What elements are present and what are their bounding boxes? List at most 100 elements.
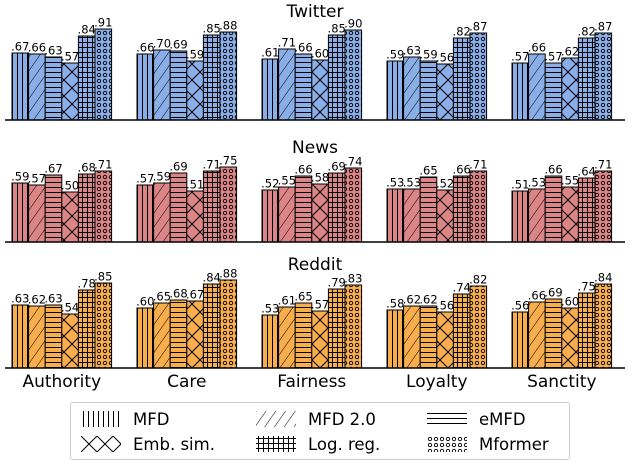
legend-label-mfd: MFD: [133, 409, 170, 429]
bar-reddit-loyalty-mfd2-hatch: [403, 305, 421, 369]
bar-news-fairness-logreg-hatch: [327, 172, 346, 243]
value-label-reddit-fairness-embsim: .57: [311, 298, 329, 312]
value-label-news-care-emfd: .69: [169, 160, 187, 174]
bar-twitter-fairness-mfd-hatch: [261, 58, 280, 121]
legend-label-mfd2: MFD 2.0: [308, 409, 376, 429]
value-label-news-fairness-mformer: .74: [344, 155, 362, 169]
bar-news-fairness-embsim-hatch: [311, 183, 329, 243]
value-label-twitter-fairness-logreg: .85: [328, 22, 346, 36]
category-label-loyalty: Loyalty: [406, 372, 468, 392]
bar-reddit-fairness-mformer-hatch: [344, 284, 363, 369]
bar-news-fairness-mfd-hatch: [261, 189, 280, 243]
value-label-twitter-care-logreg: .85: [203, 22, 221, 36]
bar-twitter-authority-emfd-hatch: [44, 56, 63, 121]
bar-twitter-sanctity-mfd2-hatch: [528, 53, 546, 121]
bar-twitter-authority-mfd-hatch: [11, 52, 30, 121]
bar-reddit-fairness-mfd2-hatch: [278, 306, 296, 369]
category-label-care: Care: [167, 372, 206, 392]
bar-reddit-authority-logreg-hatch: [77, 289, 96, 369]
value-label-news-care-logreg: .71: [203, 158, 221, 172]
legend-item-mformer: Mformer: [427, 433, 549, 455]
bar-twitter-fairness-emfd-hatch: [294, 53, 313, 121]
value-label-twitter-sanctity-emfd: .57: [544, 50, 562, 64]
value-label-reddit-loyalty-mfd: .58: [386, 297, 404, 311]
bar-news-authority-mfd-hatch: [11, 182, 30, 243]
value-label-twitter-care-embsim: .59: [186, 48, 204, 62]
bar-news-loyalty-embsim-hatch: [436, 189, 454, 243]
bar-news-sanctity-mformer-hatch: [594, 170, 613, 243]
bar-twitter-sanctity-mformer-hatch: [594, 32, 613, 121]
value-label-news-fairness-mfd2: .55: [278, 174, 296, 188]
bar-reddit-fairness-emfd-hatch: [294, 302, 313, 369]
value-label-reddit-fairness-logreg: .79: [328, 276, 346, 290]
bar-twitter-loyalty-mfd-hatch: [386, 60, 405, 121]
bar-twitter-care-logreg-hatch: [202, 34, 221, 121]
bar-reddit-loyalty-emfd-hatch: [419, 305, 438, 369]
bar-twitter-authority-mformer-hatch: [94, 28, 113, 121]
value-label-twitter-authority-emfd: .63: [44, 44, 62, 58]
legend-label-logreg: Log. reg.: [308, 434, 381, 454]
bar-reddit-sanctity-emfd-hatch: [544, 298, 563, 369]
bar-news-care-mfd-hatch: [136, 184, 155, 243]
bar-news-care-embsim-hatch: [186, 190, 204, 243]
value-label-reddit-care-mformer: .88: [219, 267, 237, 281]
panel-title-twitter: Twitter: [286, 2, 344, 22]
bar-news-loyalty-mformer-hatch: [469, 170, 488, 243]
value-label-news-fairness-emfd: .66: [294, 163, 312, 177]
bar-news-authority-mfd2-hatch: [28, 184, 46, 243]
legend-label-mformer: Mformer: [479, 434, 549, 454]
value-label-twitter-loyalty-embsim: .56: [436, 51, 454, 65]
value-label-reddit-fairness-emfd: .65: [294, 290, 312, 304]
bar-news-care-logreg-hatch: [202, 170, 221, 243]
value-label-news-sanctity-mfd2: .53: [528, 176, 546, 190]
bar-twitter-care-mfd2-hatch: [153, 49, 171, 121]
value-label-news-authority-embsim: .50: [61, 179, 79, 193]
bar-twitter-sanctity-embsim-hatch: [561, 57, 579, 121]
value-label-news-authority-mfd2: .57: [28, 172, 46, 186]
value-label-reddit-sanctity-mfd2: .66: [528, 289, 546, 303]
value-label-twitter-sanctity-mfd: .57: [511, 50, 529, 64]
bar-reddit-care-mformer-hatch: [219, 279, 238, 369]
bar-reddit-fairness-mfd-hatch: [261, 314, 280, 369]
value-label-news-loyalty-emfd: .65: [419, 164, 437, 178]
panel-title-reddit: Reddit: [288, 255, 343, 275]
bar-news-sanctity-logreg-hatch: [577, 177, 596, 243]
legend-swatch-mfd: [81, 411, 121, 427]
value-label-twitter-authority-mfd: .67: [11, 40, 29, 54]
value-label-news-authority-mformer: .71: [94, 158, 112, 172]
bar-twitter-authority-mfd2-hatch: [28, 53, 46, 121]
value-label-reddit-fairness-mfd: .53: [261, 302, 279, 316]
value-label-news-authority-mfd: .59: [11, 170, 29, 184]
value-label-news-loyalty-mfd: .53: [386, 176, 404, 190]
bar-twitter-care-emfd-hatch: [169, 50, 188, 121]
value-label-news-authority-emfd: .67: [44, 162, 62, 176]
bar-news-authority-embsim-hatch: [61, 191, 79, 243]
bar-reddit-loyalty-logreg-hatch: [452, 293, 471, 369]
bar-news-authority-emfd-hatch: [44, 174, 63, 243]
bar-reddit-authority-emfd-hatch: [44, 304, 63, 369]
legend-label-embsim: Emb. sim.: [133, 434, 215, 454]
value-label-twitter-fairness-mfd: .61: [261, 46, 279, 60]
bar-reddit-loyalty-embsim-hatch: [436, 311, 454, 369]
bar-reddit-sanctity-mfd-hatch: [511, 311, 530, 369]
value-label-news-sanctity-logreg: .64: [578, 165, 596, 179]
panel-title-news: News: [292, 138, 338, 158]
value-label-twitter-loyalty-emfd: .59: [419, 48, 437, 62]
value-label-reddit-care-mfd: .60: [136, 295, 154, 309]
value-label-reddit-fairness-mfd2: .61: [278, 294, 296, 308]
value-label-reddit-sanctity-logreg: .75: [578, 280, 596, 294]
bar-news-loyalty-emfd-hatch: [419, 176, 438, 243]
bar-reddit-fairness-logreg-hatch: [327, 288, 346, 369]
value-label-twitter-fairness-embsim: .60: [311, 47, 329, 61]
panel-reddit: Reddit.63.62.63.54.78.85.60.65.68.67.84.…: [5, 255, 625, 369]
value-label-reddit-care-mfd2: .65: [153, 290, 171, 304]
value-label-news-sanctity-mformer: .71: [594, 158, 612, 172]
bar-reddit-fairness-embsim-hatch: [311, 310, 329, 369]
bar-news-loyalty-mfd2-hatch: [403, 188, 421, 243]
bar-twitter-fairness-mfd2-hatch: [278, 48, 296, 121]
bar-reddit-care-mfd2-hatch: [153, 302, 171, 369]
bar-news-authority-mformer-hatch: [94, 170, 113, 243]
value-label-twitter-authority-embsim: .57: [61, 50, 79, 64]
value-label-news-loyalty-embsim: .52: [436, 177, 454, 191]
